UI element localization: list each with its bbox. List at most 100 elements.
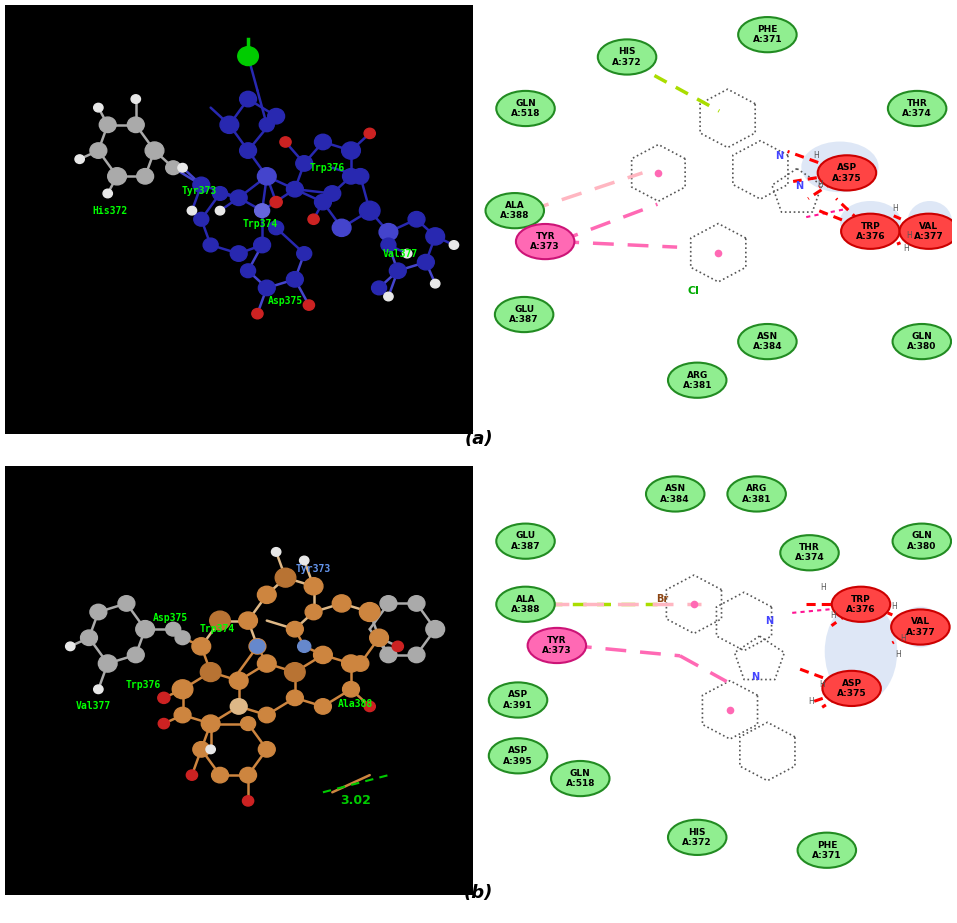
Circle shape	[127, 647, 145, 663]
Text: N: N	[794, 181, 803, 191]
Text: N: N	[750, 672, 759, 682]
Circle shape	[314, 646, 332, 664]
Circle shape	[158, 692, 170, 703]
Ellipse shape	[551, 761, 610, 797]
Text: H: H	[901, 634, 906, 643]
Circle shape	[127, 117, 145, 133]
Circle shape	[389, 263, 406, 279]
Circle shape	[332, 594, 351, 612]
Text: Trp376: Trp376	[310, 162, 345, 173]
Circle shape	[240, 264, 256, 278]
Circle shape	[175, 631, 190, 644]
Circle shape	[237, 47, 258, 66]
Ellipse shape	[489, 738, 547, 773]
Circle shape	[371, 281, 387, 294]
Text: His372: His372	[93, 206, 127, 216]
Circle shape	[315, 699, 331, 714]
Text: Asp375: Asp375	[153, 614, 189, 623]
Text: GLU
A:387: GLU A:387	[511, 532, 541, 551]
Ellipse shape	[907, 201, 952, 242]
Circle shape	[238, 612, 257, 629]
Circle shape	[200, 663, 221, 681]
Circle shape	[258, 742, 276, 757]
Text: Cl: Cl	[687, 286, 700, 296]
Ellipse shape	[888, 90, 946, 126]
Circle shape	[212, 186, 228, 200]
Circle shape	[408, 211, 425, 227]
Circle shape	[210, 611, 231, 630]
Text: ASP
A:391: ASP A:391	[503, 690, 533, 710]
Text: GLN
A:380: GLN A:380	[907, 532, 937, 551]
Circle shape	[192, 638, 211, 655]
Text: ASP
A:375: ASP A:375	[833, 163, 861, 183]
Text: HIS
A:372: HIS A:372	[612, 47, 642, 66]
Text: VAL
A:377: VAL A:377	[914, 222, 944, 241]
Circle shape	[206, 745, 215, 754]
Text: H: H	[821, 582, 827, 592]
Ellipse shape	[891, 609, 949, 644]
Ellipse shape	[900, 213, 957, 249]
Ellipse shape	[832, 587, 890, 622]
Ellipse shape	[780, 535, 838, 570]
Circle shape	[220, 116, 238, 134]
Circle shape	[250, 640, 265, 653]
Circle shape	[323, 186, 341, 201]
Ellipse shape	[841, 213, 900, 249]
Text: Val377: Val377	[76, 701, 111, 712]
Circle shape	[352, 655, 368, 671]
Circle shape	[231, 246, 247, 261]
Circle shape	[239, 91, 256, 107]
Circle shape	[342, 142, 361, 159]
Circle shape	[239, 767, 256, 783]
Text: HIS
A:372: HIS A:372	[682, 828, 712, 847]
Text: H: H	[808, 697, 813, 706]
Circle shape	[308, 214, 320, 224]
Text: Tyr373: Tyr373	[296, 564, 331, 574]
Circle shape	[193, 742, 210, 757]
Text: Ala388: Ala388	[338, 700, 373, 709]
Text: ASP
A:395: ASP A:395	[503, 746, 533, 765]
Circle shape	[187, 770, 197, 780]
Circle shape	[315, 195, 331, 210]
Circle shape	[166, 161, 181, 174]
Circle shape	[380, 595, 397, 611]
Text: Trp374: Trp374	[242, 219, 278, 229]
Circle shape	[203, 238, 218, 252]
Circle shape	[392, 641, 404, 652]
Circle shape	[201, 715, 220, 732]
Circle shape	[268, 109, 284, 124]
Text: TYR
A:373: TYR A:373	[542, 636, 571, 655]
Circle shape	[90, 605, 107, 619]
Circle shape	[131, 95, 141, 103]
Circle shape	[94, 685, 103, 693]
Circle shape	[272, 547, 280, 557]
Text: Br: Br	[656, 594, 668, 605]
Circle shape	[381, 238, 396, 252]
Circle shape	[194, 212, 209, 226]
Circle shape	[254, 237, 271, 253]
Text: N: N	[765, 617, 773, 627]
Text: PHE
A:371: PHE A:371	[752, 25, 782, 44]
Circle shape	[286, 271, 303, 287]
Text: ARG
A:381: ARG A:381	[742, 485, 771, 504]
Text: THR
A:374: THR A:374	[902, 99, 932, 118]
Text: Val377: Val377	[383, 248, 418, 258]
Ellipse shape	[527, 628, 586, 663]
Circle shape	[75, 155, 84, 163]
Circle shape	[296, 156, 313, 171]
Circle shape	[286, 621, 303, 637]
Ellipse shape	[668, 820, 726, 855]
Circle shape	[417, 255, 434, 270]
Circle shape	[118, 595, 135, 611]
Circle shape	[426, 620, 445, 638]
Ellipse shape	[899, 606, 943, 647]
Circle shape	[279, 137, 291, 147]
Text: Trp376: Trp376	[125, 680, 161, 690]
Ellipse shape	[817, 155, 877, 190]
Text: 3.02: 3.02	[341, 795, 371, 808]
Circle shape	[298, 641, 311, 653]
Ellipse shape	[495, 297, 553, 332]
Circle shape	[255, 204, 270, 218]
Circle shape	[408, 595, 425, 611]
Text: ASN
A:384: ASN A:384	[660, 485, 690, 504]
